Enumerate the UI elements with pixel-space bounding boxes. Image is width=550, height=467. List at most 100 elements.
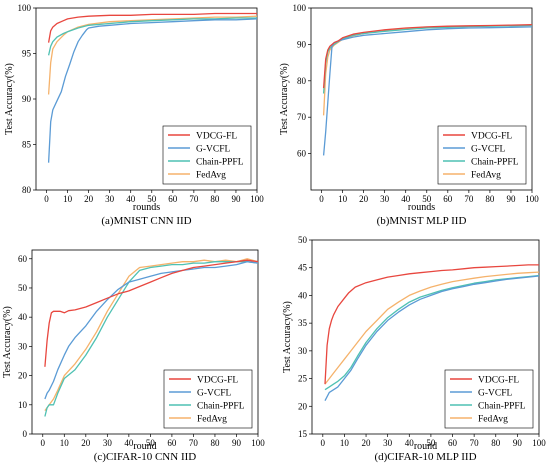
x-tick-label: 10 [338,194,348,204]
x-tick-label: 20 [359,194,369,204]
y-tick-label: 35 [298,318,308,328]
x-tick-label: 40 [405,438,415,448]
y-tick-label: 70 [297,112,307,122]
x-tick-label: 0 [41,438,46,448]
chart-caption: (d)CIFAR-10 MLP IID [374,451,476,463]
x-tick-label: 20 [362,438,372,448]
legend-label: Chain-PPFL [197,402,245,412]
chart-panel-3: 0 10 20 30 40 50 60 70 80 90 1001520253035404550ro… [282,235,546,463]
chart-caption: (a)MNIST CNN IID [101,215,191,227]
chart-panel-2: 0 10 20 30 40 50 60 70 80 90 100 0 10 20 30 40 50 60 round… [2,249,265,463]
x-tick-label: 90 [232,438,242,448]
series-line-g-vcfl [47,18,258,163]
x-tick-label: 50 [426,438,436,448]
x-tick-label: 50 [147,194,157,204]
y-tick-label: 80 [297,76,307,86]
legend: VDCG-FL G-VCFL Chain-PPFL FedAvg [444,369,534,429]
legend: VDCG-FL G-VCFL Chain-PPFL FedAvg [437,125,527,185]
y-tick-label: 20 [18,371,28,381]
x-tick-label: 100 [525,194,539,204]
series-line-fedavg [324,271,540,385]
y-tick-label: 100 [18,3,32,13]
series-line-vdcg-fl [322,24,533,89]
x-axis-label: rounds [408,202,435,213]
y-tick-label: 15 [298,429,308,439]
chart-panel-1: 0 10 20 30 40 50 60 70 80 90 100 60 70 80 90 100 rounds T… [279,3,539,227]
y-tick-label: 60 [18,254,28,264]
x-tick-label: 40 [401,194,411,204]
x-tick-label: 30 [380,194,390,204]
series-line-vdcg-fl [44,259,259,367]
legend-label: Chain-PPFL [196,158,244,168]
chart-caption: (b)MNIST MLP IID [377,215,467,227]
series-line-chain-ppfl [47,17,257,56]
y-tick-label: 10 [18,400,28,410]
x-tick-label: 0 [321,438,326,448]
legend-label: VDCG-FL [197,376,238,386]
chart-caption: (c)CIFAR-10 CNN IID [94,451,197,463]
y-tick-label: 85 [22,140,32,150]
legend-label: FedAvg [471,171,501,181]
legend-label: G-VCFL [196,145,231,155]
x-tick-label: 20 [81,438,91,448]
series-line-fedavg [322,24,533,116]
legend-label: VDCG-FL [478,376,519,386]
x-tick-label: 70 [470,438,480,448]
legend: VDCG-FL G-VCFL Chain-PPFL FedAvg [163,369,253,429]
x-tick-label: 70 [189,438,199,448]
y-tick-label: 100 [293,3,307,13]
x-tick-label: 60 [168,194,178,204]
y-tick-label: 90 [297,39,307,49]
x-tick-label: 100 [251,438,265,448]
x-axis-label: round [133,441,156,452]
legend-label: G-VCFL [478,389,513,399]
legend-label: FedAvg [196,171,226,181]
x-tick-label: 80 [210,438,220,448]
legend-label: FedAvg [478,415,508,425]
series-line-chain-ppfl [322,24,533,94]
x-tick-label: 20 [84,194,94,204]
plot-frame [31,249,259,435]
series-line-g-vcfl [322,26,533,156]
x-tick-label: 80 [210,194,220,204]
y-tick-label: 45 [298,263,308,273]
y-tick-label: 95 [22,49,32,59]
x-tick-label: 60 [448,438,458,448]
y-axis-label: Test Accuracy(%) [279,63,290,135]
x-tick-label: 50 [422,194,432,204]
y-tick-label: 0 [23,429,28,439]
x-tick-label: 30 [105,194,115,204]
y-tick-label: 40 [298,290,308,300]
y-axis-label: Test Accuracy(%) [2,306,13,378]
y-tick-label: 50 [18,283,28,293]
x-tick-label: 10 [60,438,70,448]
x-tick-label: 60 [167,438,177,448]
y-axis-label: Test Accuracy(%) [4,63,15,135]
legend-label: G-VCFL [197,389,232,399]
x-axis-label: rounds [133,202,160,213]
x-tick-label: 40 [126,194,136,204]
x-tick-label: 90 [231,194,241,204]
x-tick-label: 70 [189,194,199,204]
plot-frame [311,239,540,435]
legend: VDCG-FL G-VCFL Chain-PPFL FedAvg [162,125,252,185]
y-tick-label: 90 [22,94,32,104]
y-tick-label: 50 [298,235,308,245]
x-axis-label: round [414,441,437,452]
chart-panel-0: 0 10 20 30 40 50 60 70 80 90 100 80 85 90 95 100 rounds T… [4,3,264,227]
y-tick-label: 30 [18,341,28,351]
y-tick-label: 60 [297,149,307,159]
x-tick-label: 90 [513,438,523,448]
x-tick-label: 50 [146,438,156,448]
x-tick-label: 10 [340,438,350,448]
series-line-chain-ppfl [324,274,540,391]
legend-label: VDCG-FL [196,132,237,142]
legend-label: Chain-PPFL [478,402,526,412]
x-tick-label: 30 [383,438,393,448]
y-axis-label: Test Accuracy(%) [282,301,293,373]
y-tick-label: 30 [298,346,308,356]
legend-label: FedAvg [197,415,227,425]
x-tick-label: 10 [63,194,73,204]
x-tick-label: 0 [319,194,324,204]
